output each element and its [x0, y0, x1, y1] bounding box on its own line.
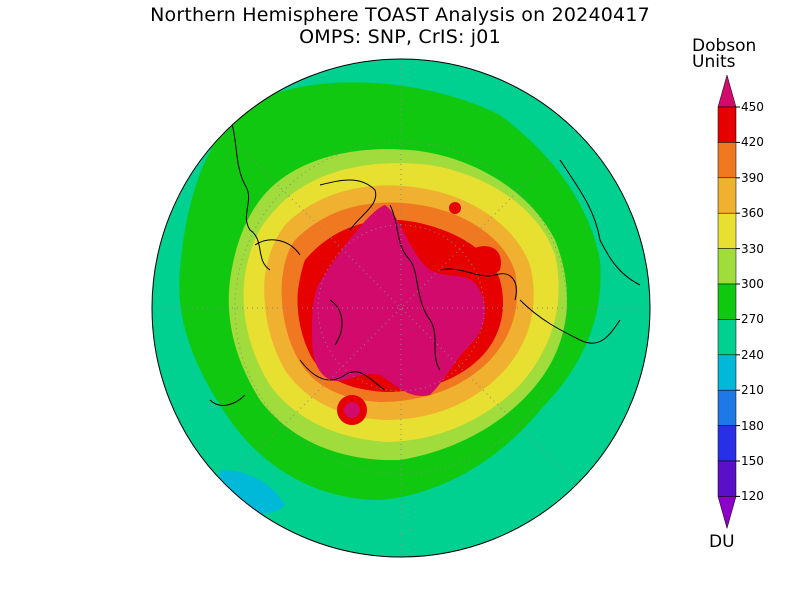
coastlines	[209, 109, 641, 406]
colorbar-tick-label: 450	[741, 100, 764, 114]
colorbar-box	[717, 354, 737, 391]
colorbar-box	[717, 177, 737, 214]
colorbar-box	[717, 425, 737, 462]
colorbar-box	[717, 142, 737, 179]
map-boundary	[151, 58, 651, 558]
colorbar-box	[717, 319, 737, 356]
colorbar-tick-label: 360	[741, 206, 764, 221]
colorbar-tick-label: 390	[741, 170, 764, 185]
colorbar-tick-label: 330	[741, 241, 764, 256]
colorbar-box	[717, 248, 737, 285]
du-label: DU	[709, 532, 735, 552]
colorbar-tick-label: 270	[741, 312, 764, 327]
colorbar-box	[717, 283, 737, 320]
colorbar-tick-label: 240	[741, 347, 764, 362]
ozone-450-region	[312, 205, 486, 396]
map-subtitle: OMPS: SNP, CrIS: j01	[299, 26, 501, 48]
colorbar-top-arrow	[717, 74, 737, 108]
colorbar-tick-label: 180	[741, 418, 764, 433]
ozone-420-lobe	[470, 246, 501, 275]
colorbar-box	[717, 106, 737, 143]
units-label-2: Units	[692, 52, 736, 72]
colorbar-box	[717, 389, 737, 426]
colorbar-boxes	[717, 74, 740, 530]
units-label: Dobson	[692, 36, 757, 56]
colorbar-tick-label: 210	[741, 383, 764, 398]
colorbar-tick-label: 420	[741, 135, 764, 150]
colorbar-tick-label: 300	[741, 277, 764, 291]
colorbar-box	[717, 212, 737, 249]
graticule	[152, 59, 650, 557]
ozone-field	[152, 59, 650, 557]
colorbar-box	[717, 460, 737, 497]
map-title: Northern Hemisphere TOAST Analysis on 20…	[150, 4, 650, 26]
colorbar-tick-label: 150	[741, 454, 764, 468]
colorbar-tick-label: 120	[741, 489, 764, 504]
colorbar-bottom-arrow	[717, 496, 737, 530]
ozone-420-spot-2	[449, 202, 461, 214]
ozone-450-spot	[344, 402, 360, 418]
